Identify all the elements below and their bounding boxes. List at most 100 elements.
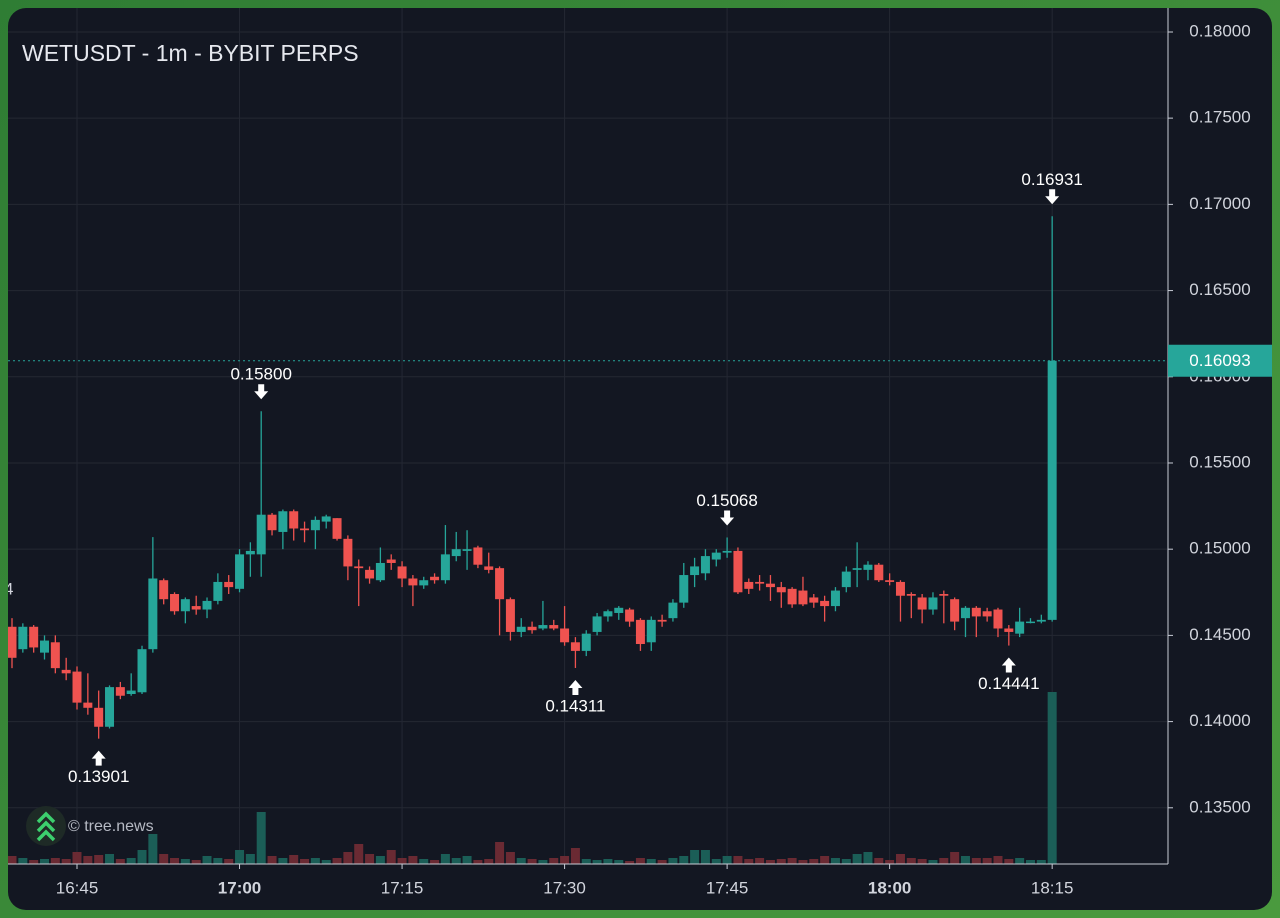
candle-body	[538, 625, 548, 629]
volume-bar	[278, 858, 288, 864]
candle-body	[1036, 619, 1046, 622]
volume-bar	[646, 859, 656, 864]
volume-bar	[971, 858, 981, 864]
low-arrow	[568, 679, 583, 695]
candle-body	[1004, 628, 1014, 632]
candle-body	[570, 642, 580, 651]
volume-bar	[733, 856, 743, 864]
volume-bar	[722, 856, 732, 864]
candle-body	[40, 640, 50, 653]
high-label: 0.15800	[230, 365, 291, 384]
x-tick-label: 16:45	[56, 878, 99, 897]
volume-bar	[440, 854, 450, 864]
candle-body	[202, 600, 212, 610]
candle-body	[235, 554, 245, 589]
volume-bar	[906, 858, 916, 864]
volume-bar	[592, 860, 602, 864]
volume-bar	[310, 858, 320, 864]
volume-bar	[386, 850, 396, 864]
volume-bar	[419, 859, 429, 864]
candle-body	[365, 569, 375, 579]
high-arrow	[1045, 189, 1060, 205]
volume-bar	[516, 858, 526, 864]
candle-body	[798, 590, 808, 605]
volume-bar	[700, 850, 710, 864]
candle-body	[18, 626, 28, 650]
candle-body	[603, 611, 613, 617]
volume-bar	[365, 854, 375, 864]
volume-bar	[711, 859, 721, 864]
candle-body	[50, 642, 60, 669]
volume-bar	[202, 856, 212, 864]
volume-bar	[1015, 858, 1025, 864]
volume-bar	[397, 858, 407, 864]
low-label: 0.14441	[978, 674, 1039, 693]
volume-bar	[950, 852, 960, 864]
volume-bar	[170, 858, 180, 864]
x-tick-label: 17:00	[218, 878, 261, 897]
volume-bar	[744, 859, 754, 864]
volume-bar	[755, 858, 765, 864]
volume-bar	[267, 856, 277, 864]
candle-body	[213, 581, 223, 601]
volume-bar	[495, 842, 505, 864]
volume-bar	[94, 855, 104, 864]
candle-body	[874, 564, 884, 581]
candle-body	[776, 587, 786, 593]
candle-body	[191, 606, 201, 610]
volume-bar	[235, 850, 245, 864]
candle-body	[982, 611, 992, 617]
candle-body	[105, 687, 115, 727]
low-arrow	[91, 750, 106, 766]
candle-body	[495, 568, 505, 600]
low-label: 0.13901	[68, 767, 129, 786]
y-tick-label: 0.14500	[1189, 625, 1250, 644]
volume-bar	[289, 855, 299, 864]
last-price-tag	[1168, 344, 1272, 377]
volume-bar	[538, 860, 548, 864]
x-tick-label: 17:30	[543, 878, 586, 897]
volume-bar	[408, 856, 418, 864]
candle-body	[332, 518, 342, 539]
volume-bar	[690, 850, 700, 864]
volume-bar	[560, 856, 570, 864]
candle-body	[115, 687, 125, 696]
y-tick-label: 0.16500	[1189, 280, 1250, 299]
x-tick-label: 18:00	[868, 878, 911, 897]
candle-body	[278, 511, 288, 532]
volume-bar	[603, 859, 613, 864]
candle-body	[646, 619, 656, 643]
volume-bar	[549, 858, 559, 864]
volume-bar	[462, 856, 472, 864]
volume-bar	[1047, 692, 1057, 864]
candle-body	[679, 575, 689, 603]
candle-body	[473, 547, 483, 565]
volume-bar	[61, 859, 71, 864]
candle-body	[917, 597, 927, 610]
volume-bar	[1036, 860, 1046, 864]
volume-bar	[505, 852, 515, 864]
candle-body	[321, 516, 331, 522]
candle-body	[993, 609, 1003, 629]
candle-body	[527, 626, 537, 631]
volume-bar	[473, 860, 483, 864]
volume-bar	[679, 856, 689, 864]
candle-body	[159, 580, 169, 600]
volume-bar	[159, 854, 169, 864]
candle-body	[711, 552, 721, 560]
volume-bar	[256, 812, 266, 864]
candle-body	[668, 602, 678, 619]
candle-body	[1025, 621, 1035, 624]
volume-bar	[657, 860, 667, 864]
low-arrow	[1001, 657, 1016, 673]
candle-body	[657, 619, 667, 622]
volume-bar	[809, 859, 819, 864]
x-tick-label: 17:15	[381, 878, 424, 897]
volume-bar	[148, 834, 158, 864]
volume-bar	[83, 856, 93, 864]
last-price-label: 0.16093	[1189, 351, 1250, 370]
candle-body	[755, 581, 765, 584]
candle-body	[809, 597, 819, 603]
candle-body	[245, 550, 255, 555]
x-tick-label: 18:15	[1031, 878, 1074, 897]
